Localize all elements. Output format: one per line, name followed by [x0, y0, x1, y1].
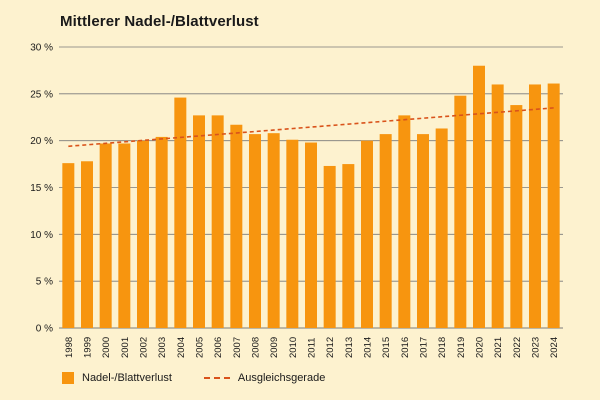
- x-tick-label: 2004: [176, 337, 187, 358]
- x-tick-label: 2007: [232, 337, 243, 358]
- legend-label-bars: Nadel-/Blattverlust: [82, 372, 172, 384]
- x-tick-label: 2009: [269, 337, 280, 358]
- bar: [398, 115, 411, 328]
- bar: [323, 165, 336, 328]
- bar: [454, 95, 467, 328]
- bar: [118, 143, 131, 328]
- x-tick-label: 2018: [437, 337, 448, 358]
- bar: [510, 105, 523, 328]
- bar: [81, 161, 93, 328]
- x-tick-label: 2024: [549, 337, 560, 358]
- legend-item-trend: Ausgleichsgerade: [203, 372, 326, 384]
- x-tick-label: 2017: [419, 337, 430, 358]
- bar: [249, 134, 261, 328]
- legend-swatch-bar: [62, 372, 74, 384]
- bar: [417, 134, 429, 328]
- bar: [99, 143, 112, 328]
- x-tick-label: 2020: [475, 337, 486, 358]
- x-tick-label: 2005: [195, 337, 206, 358]
- bar: [435, 128, 448, 328]
- bar: [342, 164, 355, 328]
- bar: [529, 84, 541, 328]
- x-tick-label: 2022: [512, 337, 523, 358]
- y-tick-label: 0 %: [36, 324, 53, 335]
- x-tick-label: 2014: [363, 337, 374, 358]
- x-tick-label: 2008: [251, 337, 262, 358]
- x-tick-label: 2021: [493, 337, 504, 358]
- bar: [379, 134, 392, 328]
- x-tick-label: 2012: [325, 337, 336, 358]
- x-tick-label: 2011: [307, 338, 318, 358]
- bar: [547, 83, 560, 328]
- bar: [491, 84, 504, 328]
- x-tick-label: 2002: [139, 337, 150, 358]
- bar: [211, 115, 224, 328]
- bar: [174, 97, 187, 328]
- legend-item-bars: Nadel-/Blattverlust: [62, 372, 172, 384]
- bar: [230, 124, 243, 328]
- x-tick-label: 2019: [456, 337, 467, 358]
- x-tick-label: 1998: [64, 337, 75, 358]
- legend: Nadel-/Blattverlust Ausgleichsgerade: [62, 372, 357, 384]
- x-tick-label: 2003: [157, 337, 168, 358]
- x-tick-label: 2013: [344, 337, 355, 358]
- y-tick-label: 25 %: [30, 89, 53, 100]
- bar: [267, 133, 280, 328]
- x-tick-label: 2006: [213, 337, 224, 358]
- x-tick-label: 2001: [120, 337, 131, 358]
- chart-title: Mittlerer Nadel-/Blattverlust: [60, 13, 259, 30]
- bar: [473, 65, 485, 328]
- x-tick-label: 1999: [83, 337, 94, 358]
- x-tick-label: 2000: [101, 337, 112, 358]
- bar: [305, 142, 317, 328]
- legend-label-trend: Ausgleichsgerade: [237, 372, 326, 384]
- bar: [137, 140, 149, 328]
- x-tick-label: 2016: [400, 337, 411, 358]
- y-tick-label: 10 %: [30, 230, 53, 241]
- y-tick-label: 20 %: [30, 136, 53, 147]
- x-tick-label: 2023: [531, 337, 542, 358]
- bar: [193, 115, 205, 328]
- bar: [286, 139, 299, 328]
- legend-swatch-trend: [203, 377, 230, 379]
- x-tick-label: 2015: [381, 337, 392, 358]
- y-tick-label: 15 %: [30, 183, 53, 194]
- x-tick-label: 2010: [288, 337, 299, 358]
- y-tick-label: 30 %: [30, 43, 53, 54]
- bar: [62, 163, 75, 328]
- y-tick-label: 5 %: [36, 277, 53, 288]
- bar: [361, 140, 373, 328]
- bar: [155, 136, 168, 328]
